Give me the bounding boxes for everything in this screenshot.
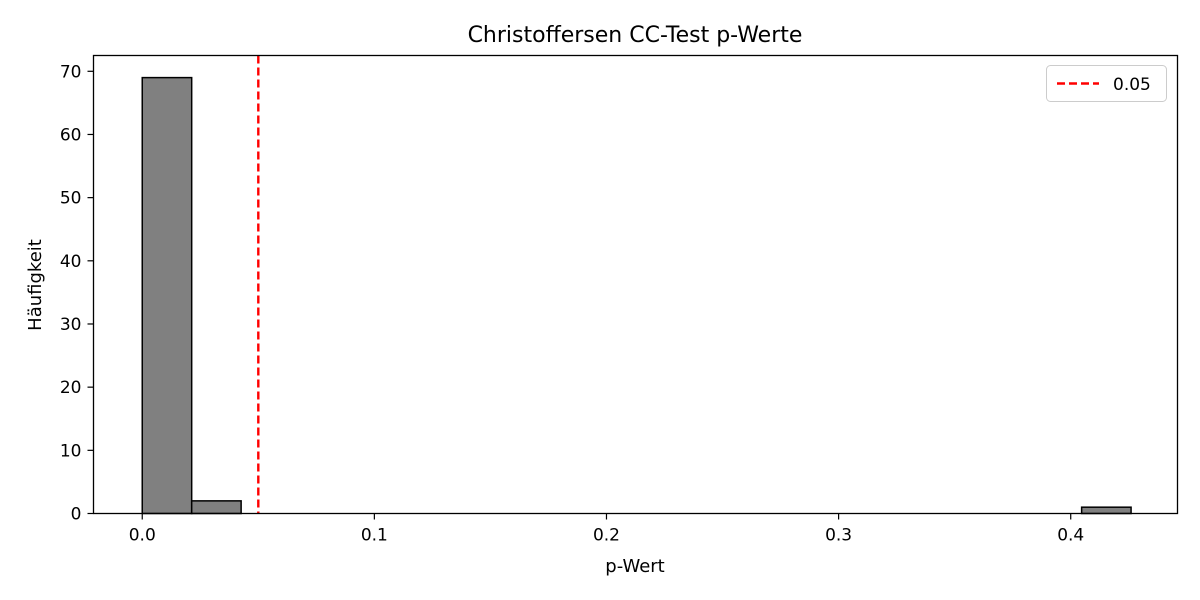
legend: 0.05 bbox=[1046, 65, 1167, 102]
y-tick-label: 30 bbox=[60, 315, 82, 335]
x-tick-label: 0.3 bbox=[825, 526, 852, 546]
x-tick-label: 0.1 bbox=[361, 526, 388, 546]
y-tick-label: 10 bbox=[60, 441, 82, 461]
bars-group bbox=[141, 76, 1132, 515]
legend-label-threshold: 0.05 bbox=[1113, 75, 1151, 95]
y-axis-label: Häufigkeit bbox=[25, 239, 46, 331]
x-tick-label: 0.4 bbox=[1057, 526, 1084, 546]
y-tick-label: 0 bbox=[71, 505, 82, 525]
x-axis-label: p-Wert bbox=[605, 556, 664, 577]
y-tick-label: 60 bbox=[60, 125, 82, 145]
y-tick-label: 50 bbox=[60, 189, 82, 209]
x-tick-label: 0.2 bbox=[593, 526, 620, 546]
x-tick-label: 0.0 bbox=[129, 526, 156, 546]
y-tick-label: 40 bbox=[60, 252, 82, 272]
legend-frame bbox=[1046, 65, 1167, 102]
y-axis-ticks: 0 10 20 30 40 50 60 70 bbox=[60, 62, 94, 525]
plot-frame bbox=[92, 54, 1179, 515]
histogram-bar bbox=[1080, 506, 1132, 515]
chart-title: Christoffersen CC-Test p-Werte bbox=[468, 23, 803, 48]
y-tick-label: 20 bbox=[60, 378, 82, 398]
histogram-bar bbox=[141, 76, 193, 515]
histogram-bar bbox=[190, 500, 242, 515]
x-axis-ticks: 0.0 0.1 0.2 0.3 0.4 bbox=[129, 513, 1084, 546]
y-tick-label: 70 bbox=[60, 62, 82, 82]
